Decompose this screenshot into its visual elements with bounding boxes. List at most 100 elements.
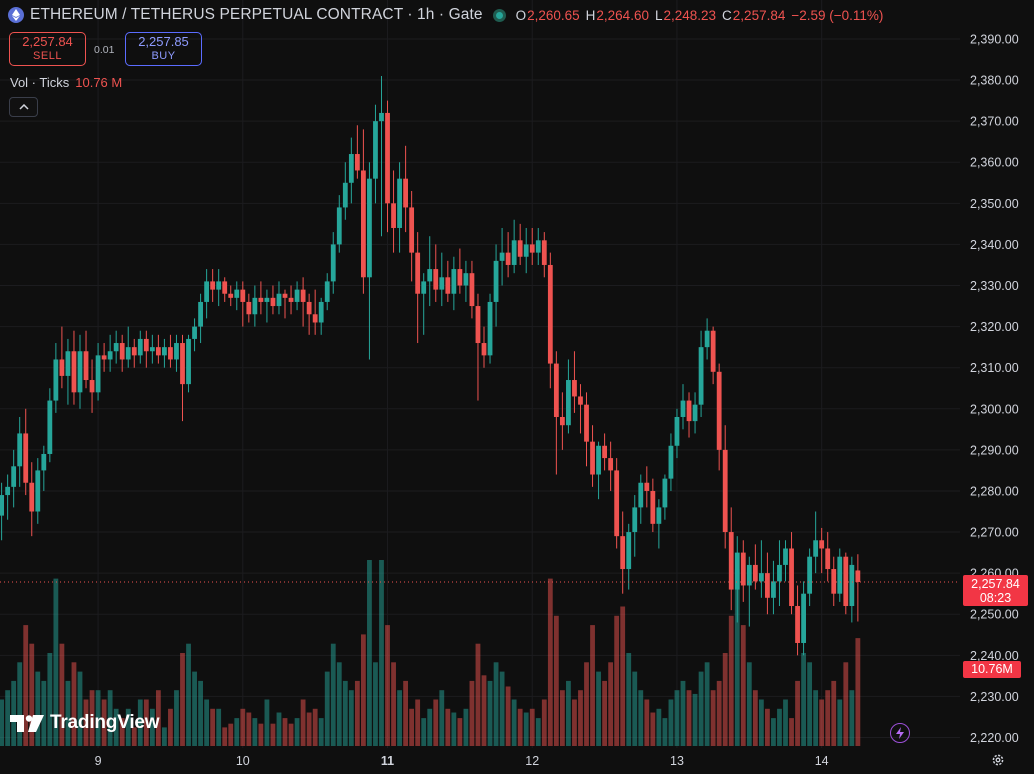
buy-button[interactable]: 2,257.85 BUY — [125, 32, 202, 66]
candle-body — [511, 240, 517, 265]
volume-bar — [650, 712, 656, 746]
volume-bar — [698, 671, 704, 746]
tradingview-logo-icon — [10, 714, 44, 732]
spread-value: 0.01 — [94, 44, 115, 56]
volume-bar — [204, 699, 210, 746]
candle-body — [216, 281, 222, 290]
volume-bar — [529, 708, 535, 746]
candle-body — [813, 540, 819, 557]
candle-body — [553, 363, 559, 417]
volume-bar — [638, 690, 644, 746]
volume-bar — [324, 671, 330, 746]
candle-body — [252, 297, 258, 315]
candle-body — [29, 482, 35, 512]
candle-body — [789, 548, 794, 607]
candle-body — [668, 445, 674, 479]
price-axis[interactable]: 2,220.002,230.002,240.002,250.002,260.00… — [970, 32, 1019, 745]
candle-body — [752, 564, 758, 582]
candle-body — [385, 112, 390, 204]
sell-button[interactable]: 2,257.84 SELL — [9, 32, 86, 66]
ohlc-close-key: C — [722, 7, 732, 23]
candle-body — [632, 507, 638, 533]
candle-body — [192, 326, 197, 339]
candle-body — [499, 252, 505, 261]
volume-bar — [385, 625, 390, 746]
candle-body — [734, 552, 740, 590]
volume-bar — [475, 643, 481, 746]
volume-legend[interactable]: Vol · Ticks 10.76 M — [10, 75, 122, 90]
volume-bar — [294, 718, 300, 746]
candle-body — [409, 207, 415, 253]
candle-body — [264, 297, 270, 302]
volume-bar — [342, 680, 348, 746]
lightning-icon[interactable] — [890, 723, 910, 743]
symbol-title[interactable]: ETHEREUM / TETHERUS PERPETUAL CONTRACT ·… — [30, 6, 483, 23]
y-tick-label: 2,330.00 — [970, 279, 1019, 293]
candle-body — [807, 556, 813, 594]
candle-body — [35, 470, 41, 512]
y-tick-label: 2,290.00 — [970, 443, 1019, 457]
candle-body — [463, 273, 469, 286]
candle-body — [674, 416, 680, 446]
volume-bar — [505, 686, 511, 746]
candle-body — [535, 240, 541, 253]
gear-icon[interactable] — [990, 752, 1006, 768]
volume-bar — [270, 723, 276, 746]
y-tick-label: 2,230.00 — [970, 690, 1019, 704]
candle-body — [626, 532, 632, 570]
volume-bar — [361, 634, 366, 746]
tradingview-logo[interactable]: TradingView — [10, 712, 160, 734]
candle-body — [722, 449, 728, 533]
volume-bar — [276, 712, 282, 746]
candle-body — [113, 343, 119, 352]
candle-body — [306, 301, 312, 315]
buy-price: 2,257.85 — [138, 34, 189, 49]
volume-bar — [777, 708, 782, 746]
time-axis[interactable]: 9 10 11 12 13 14 — [95, 754, 829, 768]
candle-body — [367, 178, 372, 278]
volume-bar — [765, 708, 770, 746]
volume-bar — [5, 690, 11, 746]
volume-bar — [306, 712, 312, 746]
volume-bar — [656, 708, 662, 746]
candle-body — [204, 281, 210, 302]
volume-bar — [457, 718, 463, 746]
candle-body — [186, 338, 191, 385]
volume-indicator-value: 10.76 M — [75, 75, 123, 90]
chevron-up-icon — [18, 104, 29, 110]
candle-body — [324, 281, 330, 302]
candle-body — [728, 532, 734, 590]
volume-bar — [252, 718, 258, 746]
volume-bar — [168, 708, 173, 746]
symbol-legend: ETHEREUM / TETHERUS PERPETUAL CONTRACT ·… — [8, 6, 889, 24]
volume-bar — [758, 699, 764, 746]
volume-bar — [125, 708, 131, 746]
volume-bar — [71, 662, 77, 746]
volume-bar — [463, 708, 469, 746]
candle-body — [240, 289, 246, 302]
volume-bar — [53, 578, 59, 746]
volume-bar — [29, 643, 35, 746]
sell-label: SELL — [33, 50, 62, 62]
x-tick-label: 9 — [95, 754, 102, 768]
candle-body — [656, 507, 662, 524]
volume-bar — [547, 578, 553, 746]
volume-bar — [614, 615, 620, 746]
candle-body — [300, 289, 306, 302]
ohlc-low-value: 2,248.23 — [663, 7, 717, 23]
volume-bar — [95, 690, 101, 746]
candle-body — [783, 548, 788, 565]
volume-bar — [119, 718, 125, 746]
collapse-legend-button[interactable] — [9, 97, 38, 117]
y-tick-label: 2,240.00 — [970, 649, 1019, 663]
volume-bar — [813, 690, 819, 746]
volume-bar — [391, 662, 396, 746]
candle-body — [282, 293, 288, 298]
candle-body — [77, 351, 83, 393]
volume-bar — [771, 718, 776, 746]
volume-bar — [602, 680, 607, 746]
volume-bar — [668, 699, 674, 746]
candle-body — [174, 343, 179, 360]
candle-body — [445, 277, 451, 294]
